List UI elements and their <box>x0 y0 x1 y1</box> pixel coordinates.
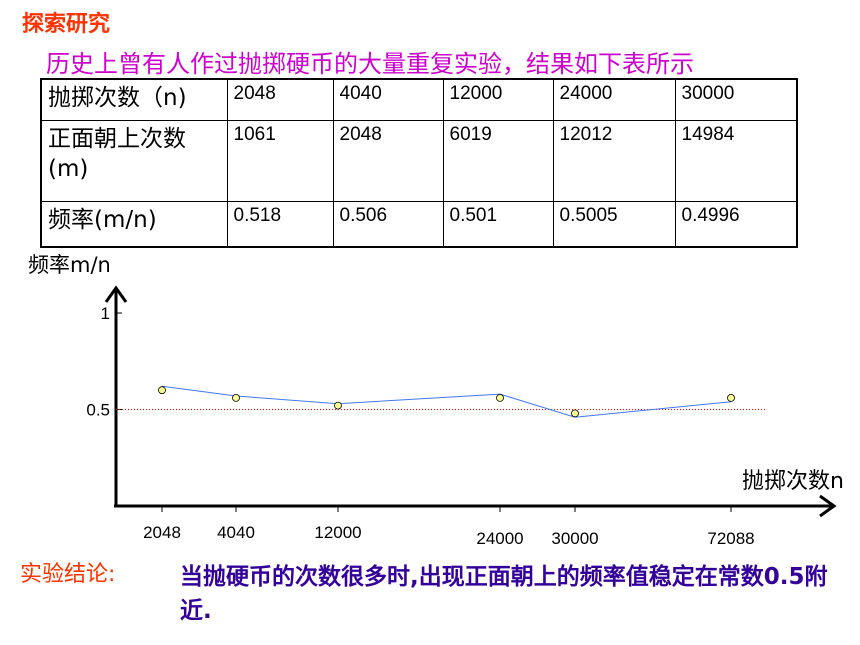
table-cell: 12012 <box>552 120 676 202</box>
table-row: 抛掷次数（n) 2048 4040 12000 24000 30000 <box>40 78 798 121</box>
data-point <box>496 393 504 402</box>
conclusion-label: 实验结论: <box>20 562 116 587</box>
x-axis-label: 抛掷次数n <box>742 469 844 494</box>
x-tick-label: 4040 <box>217 523 255 542</box>
table-cell: 30000 <box>674 78 798 121</box>
y-tick-label: 1 <box>101 304 110 323</box>
subtitle: 历史上曾有人作过抛掷硬币的大量重复实验，结果如下表所示 <box>46 50 694 78</box>
row-header: 抛掷次数（n) <box>40 78 228 121</box>
data-point <box>158 386 166 395</box>
x-tick-label: 2048 <box>143 523 181 542</box>
table-row: 频率(m/n) 0.518 0.506 0.501 0.5005 0.4996 <box>40 201 798 248</box>
data-point <box>334 401 342 410</box>
data-point <box>727 393 735 402</box>
data-point <box>571 409 579 418</box>
x-tick-label: 12000 <box>314 523 361 542</box>
table-cell: 12000 <box>442 78 554 121</box>
y-axis-arrow <box>104 285 128 303</box>
table-cell: 14984 <box>674 120 798 202</box>
x-tick-label: 24000 <box>476 529 523 548</box>
conclusion-text: 当抛硬币的次数很多时,出现正面朝上的频率值稳定在常数0.5附近. <box>180 564 828 624</box>
y-axis-label: 频率m/n <box>28 253 111 277</box>
table-cell: 2048 <box>226 78 334 121</box>
series-line <box>161 385 732 418</box>
table-cell: 2048 <box>332 120 444 202</box>
table-cell: 4040 <box>332 78 444 121</box>
table-cell: 0.5005 <box>552 201 676 248</box>
table-cell: 6019 <box>442 120 554 202</box>
x-tick-label: 72088 <box>707 529 754 548</box>
table-cell: 0.506 <box>332 201 444 248</box>
table-cell: 0.4996 <box>674 201 798 248</box>
row-header: 正面朝上次数(m) <box>40 120 228 202</box>
x-axis-arrow <box>819 494 837 518</box>
data-table: 抛掷次数（n) 2048 4040 12000 24000 30000 正面朝上… <box>40 78 798 248</box>
table-cell: 1061 <box>226 120 334 202</box>
table-cell: 0.501 <box>442 201 554 248</box>
table-cell: 0.518 <box>226 201 334 248</box>
table-row: 正面朝上次数(m) 1061 2048 6019 12012 14984 <box>40 120 798 202</box>
heading: 探索研究 <box>22 12 111 37</box>
row-header: 频率(m/n) <box>40 201 228 248</box>
data-point <box>232 393 240 402</box>
x-tick-label: 30000 <box>551 529 598 548</box>
y-tick-label: 0.5 <box>86 401 110 420</box>
